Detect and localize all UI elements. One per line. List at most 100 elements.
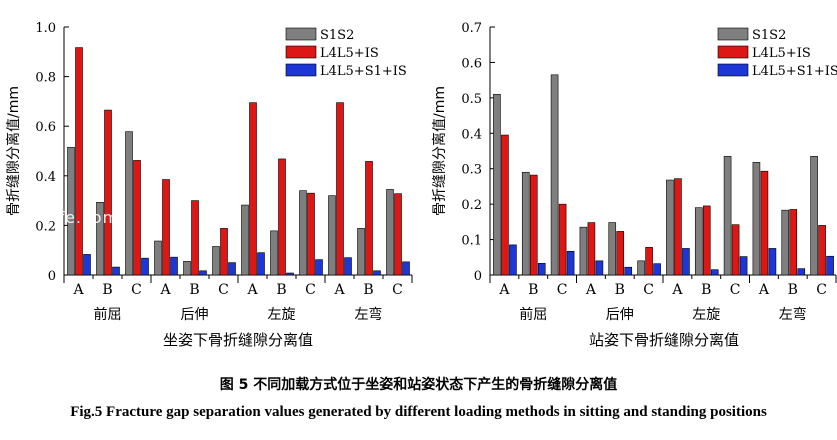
chart-panel-2: 0 0.1 0.2 0.3 0.4 0.5 0.6 0.7 骨折缝隙分离值/mm A B C 前屈 A B C… — [431, 21, 837, 349]
x-group-label: 前屈 — [94, 306, 122, 323]
bar-s1s2-左旋-A — [241, 204, 249, 276]
legend-label: S1S2 — [320, 28, 354, 43]
x-subcategory-label: C — [730, 282, 741, 298]
bar-s1s2-左弯-C — [386, 189, 394, 276]
bar-l4l5-s1-is-左旋-A — [257, 252, 265, 276]
bar-s1s2-后伸-B — [608, 222, 617, 276]
bar-l4l5-s1-is-前屈-A — [509, 244, 517, 276]
y-tick-label: 0.7 — [461, 21, 482, 36]
bar-l4l5-is-后伸-A — [162, 179, 170, 276]
bar-l4l5-is-前屈-B — [104, 109, 112, 276]
bar-l4l5-s1-is-前屈-B — [112, 266, 120, 276]
bar-l4l5-s1-is-左弯-B — [797, 268, 806, 276]
y-tick-label: 0.4 — [35, 170, 56, 185]
bar-s1s2-左旋-B — [694, 207, 703, 276]
figure-caption-chinese: 图 5 不同加载方式位于坐姿和站姿状态下产生的骨折缝隙分离值 — [219, 377, 618, 393]
x-subcategory-label: A — [585, 282, 597, 298]
bar-s1s2-左旋-A — [666, 179, 674, 276]
bar-l4l5-is-左旋-A — [249, 102, 257, 276]
bar-l4l5-is-左弯-B — [365, 161, 373, 276]
y-tick-label: 0.5 — [461, 92, 482, 107]
bar-l4l5-is-前屈-C — [558, 203, 567, 276]
x-subcategory-label: A — [758, 282, 770, 298]
bar-l4l5-is-左弯-C — [394, 193, 402, 276]
bar-l4l5-s1-is-后伸-A — [595, 260, 604, 276]
y-tick-label: 0.1 — [461, 234, 482, 249]
x-subcategory-label: A — [498, 282, 510, 298]
x-group-label: 左弯 — [779, 306, 807, 323]
x-subcategory-label: B — [102, 282, 112, 298]
bar-l4l5-is-后伸-A — [587, 222, 596, 276]
x-subcategory-label: C — [816, 282, 827, 298]
x-subcategory-label: A — [72, 282, 84, 298]
x-subcategory-label: B — [788, 282, 798, 298]
bar-s1s2-左弯-C — [810, 156, 818, 276]
x-subcategory-label: B — [363, 282, 373, 298]
bar-l4l5-s1-is-左旋-A — [682, 248, 690, 276]
bar-l4l5-is-后伸-C — [645, 247, 653, 276]
legend-swatch — [285, 45, 317, 59]
bar-s1s2-前屈-C — [125, 131, 133, 276]
legend-swatch — [717, 27, 749, 41]
y-tick-label: 0 — [48, 269, 56, 284]
bar-l4l5-is-后伸-B — [191, 200, 199, 276]
bar-s1s2-左弯-A — [328, 195, 336, 276]
legend: S1S2 L4L5+IS L4L5+S1+IS — [717, 27, 837, 79]
bar-s1s2-左旋-B — [270, 230, 278, 276]
y-tick-label: 0.6 — [461, 56, 482, 71]
bar-l4l5-s1-is-后伸-A — [170, 256, 178, 276]
bar-l4l5-s1-is-左旋-B — [286, 272, 294, 276]
bar-l4l5-is-前屈-C — [133, 160, 141, 276]
x-subcategory-label: C — [131, 282, 142, 298]
x-subcategory-label: B — [701, 282, 711, 298]
x-subcategory-label: A — [159, 282, 171, 298]
bar-l4l5-s1-is-后伸-B — [199, 270, 207, 276]
bar-l4l5-s1-is-后伸-B — [624, 266, 633, 276]
bar-l4l5-is-左旋-C — [731, 224, 740, 276]
legend-swatch — [285, 27, 317, 41]
y-tick-label: 0.6 — [35, 120, 56, 135]
legend-label: S1S2 — [752, 28, 786, 43]
bar-l4l5-s1-is-左旋-C — [739, 256, 748, 276]
bar-l4l5-s1-is-左弯-C — [826, 255, 834, 276]
legend-swatch — [285, 63, 317, 77]
legend-label: L4L5+S1+IS — [752, 64, 837, 79]
y-tick-label: 0 — [474, 269, 482, 284]
x-group-label: 左旋 — [692, 307, 720, 323]
bar-l4l5-s1-is-左弯-A — [768, 248, 777, 276]
bar-l4l5-is-左旋-C — [307, 192, 315, 276]
bar-l4l5-is-左旋-B — [702, 205, 711, 276]
bar-l4l5-s1-is-左旋-B — [710, 269, 719, 276]
bar-s1s2-后伸-B — [183, 261, 191, 276]
bar-l4l5-s1-is-左弯-C — [402, 261, 410, 276]
x-group-label: 前屈 — [519, 306, 547, 323]
bar-l4l5-s1-is-后伸-C — [228, 262, 236, 276]
bar-s1s2-左弯-A — [752, 162, 761, 276]
x-subcategory-label: B — [528, 282, 538, 298]
bar-l4l5-s1-is-前屈-C — [566, 250, 575, 276]
x-subcategory-label: A — [246, 282, 258, 298]
bar-l4l5-s1-is-前屈-B — [537, 263, 546, 276]
legend-swatch — [717, 45, 749, 59]
x-subcategory-label: A — [671, 282, 683, 298]
bar-l4l5-is-左旋-B — [278, 158, 286, 276]
y-axis-title: 骨折缝隙分离值/mm — [5, 86, 22, 216]
x-subcategory-label: C — [305, 282, 316, 298]
y-tick-label: 0.3 — [461, 163, 482, 178]
x-group-label: 后伸 — [606, 307, 634, 323]
bar-s1s2-后伸-C — [212, 246, 220, 276]
y-tick-label: 0.8 — [35, 71, 56, 86]
bar-l4l5-s1-is-前屈-A — [83, 254, 91, 276]
legend-label: L4L5+S1+IS — [320, 64, 407, 79]
bar-s1s2-左旋-C — [299, 190, 307, 276]
bar-l4l5-s1-is-左弯-B — [373, 270, 381, 276]
bar-s1s2-左弯-B — [357, 228, 365, 276]
chart-title: 坐姿下骨折缝隙分离值 — [163, 331, 313, 349]
bar-l4l5-s1-is-前屈-C — [141, 257, 149, 276]
bar-l4l5-is-后伸-C — [220, 228, 228, 276]
y-tick-label: 0.2 — [35, 219, 56, 234]
x-subcategory-label: B — [276, 282, 286, 298]
bar-s1s2-前屈-C — [550, 74, 559, 276]
